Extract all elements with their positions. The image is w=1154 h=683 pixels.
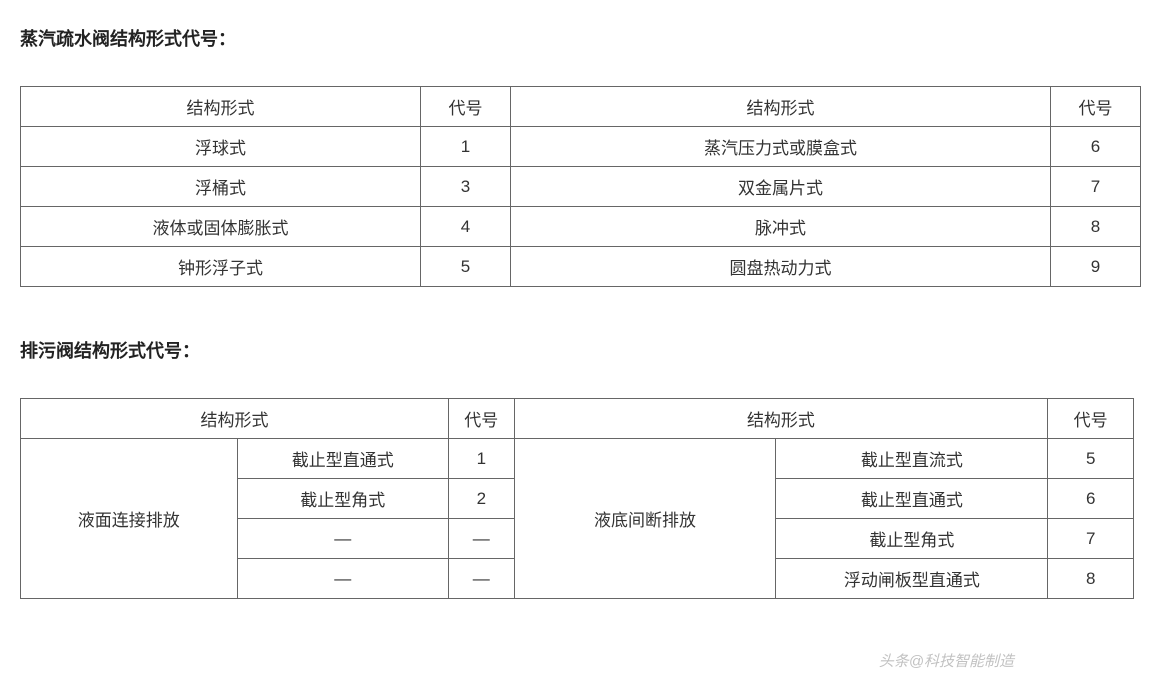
cell-code: 2: [449, 479, 514, 519]
cell-group-label: 液面连接排放: [21, 439, 238, 599]
cell-structure: 浮球式: [21, 127, 421, 167]
header-cell: 结构形式: [514, 399, 1048, 439]
cell-structure: —: [237, 559, 449, 599]
cell-group-label: 液底间断排放: [514, 439, 776, 599]
table-row: 液面连接排放 截止型直通式 1 液底间断排放 截止型直流式 5: [21, 439, 1134, 479]
header-cell: 结构形式: [21, 399, 449, 439]
header-cell: 代号: [421, 87, 511, 127]
table-steam-trap: 结构形式 代号 结构形式 代号 浮球式 1 蒸汽压力式或膜盒式 6 浮桶式 3 …: [20, 86, 1141, 287]
table-row: 浮桶式 3 双金属片式 7: [21, 167, 1141, 207]
cell-code: 4: [421, 207, 511, 247]
cell-structure: 截止型角式: [776, 519, 1048, 559]
cell-code: 3: [421, 167, 511, 207]
cell-structure: —: [237, 519, 449, 559]
table-row: 浮球式 1 蒸汽压力式或膜盒式 6: [21, 127, 1141, 167]
cell-structure: 蒸汽压力式或膜盒式: [511, 127, 1051, 167]
cell-code: 1: [421, 127, 511, 167]
cell-code: 6: [1048, 479, 1134, 519]
cell-code: —: [449, 559, 514, 599]
cell-structure: 截止型角式: [237, 479, 449, 519]
cell-code: 7: [1048, 519, 1134, 559]
cell-code: 6: [1051, 127, 1141, 167]
table-header-row: 结构形式 代号 结构形式 代号: [21, 87, 1141, 127]
cell-structure: 截止型直通式: [776, 479, 1048, 519]
section-blowdown-valve: 排污阀结构形式代号： 结构形式 代号 结构形式 代号 液面连接排放 截止型直通式…: [20, 337, 1134, 599]
cell-code: 8: [1048, 559, 1134, 599]
cell-structure: 浮桶式: [21, 167, 421, 207]
watermark-text: 头条@科技智能制造: [879, 650, 1014, 671]
cell-code: 9: [1051, 247, 1141, 287]
header-cell: 代号: [1048, 399, 1134, 439]
cell-code: 8: [1051, 207, 1141, 247]
cell-structure: 双金属片式: [511, 167, 1051, 207]
header-cell: 结构形式: [511, 87, 1051, 127]
cell-structure: 截止型直流式: [776, 439, 1048, 479]
cell-code: 1: [449, 439, 514, 479]
table-blowdown-valve: 结构形式 代号 结构形式 代号 液面连接排放 截止型直通式 1 液底间断排放 截…: [20, 398, 1134, 599]
header-cell: 代号: [449, 399, 514, 439]
table-header-row: 结构形式 代号 结构形式 代号: [21, 399, 1134, 439]
cell-code: 5: [421, 247, 511, 287]
cell-structure: 脉冲式: [511, 207, 1051, 247]
cell-structure: 浮动闸板型直通式: [776, 559, 1048, 599]
table-row: 钟形浮子式 5 圆盘热动力式 9: [21, 247, 1141, 287]
section-steam-trap: 蒸汽疏水阀结构形式代号： 结构形式 代号 结构形式 代号 浮球式 1 蒸汽压力式…: [20, 25, 1134, 287]
header-cell: 结构形式: [21, 87, 421, 127]
cell-structure: 液体或固体膨胀式: [21, 207, 421, 247]
cell-code: —: [449, 519, 514, 559]
section1-title: 蒸汽疏水阀结构形式代号：: [20, 25, 1134, 51]
cell-structure: 圆盘热动力式: [511, 247, 1051, 287]
cell-code: 7: [1051, 167, 1141, 207]
section2-title: 排污阀结构形式代号：: [20, 337, 1134, 363]
table-row: 液体或固体膨胀式 4 脉冲式 8: [21, 207, 1141, 247]
header-cell: 代号: [1051, 87, 1141, 127]
cell-structure: 钟形浮子式: [21, 247, 421, 287]
cell-structure: 截止型直通式: [237, 439, 449, 479]
cell-code: 5: [1048, 439, 1134, 479]
